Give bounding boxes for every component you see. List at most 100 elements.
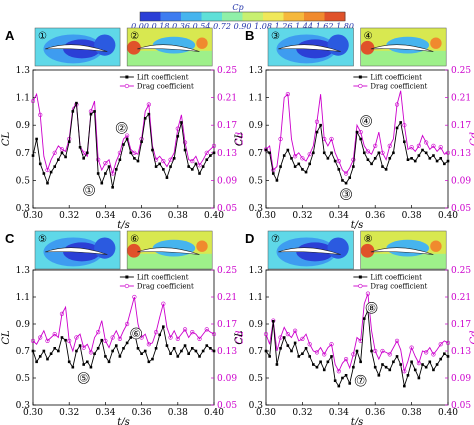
drag-point [45,167,50,173]
colorbar-segment [263,12,284,21]
lift-point [46,357,49,361]
y-right-tick-label: 0.13 [217,347,237,357]
y-left-axis-label: CL [234,131,245,146]
lift-point [446,355,450,358]
annotation-label: ⑦ [356,376,365,387]
x-tick-label: 0.30 [256,408,276,418]
colorbar-tick: 1.80 [336,22,354,31]
lift-point [212,151,216,155]
drag-point [373,348,378,354]
snapshot-number: ① [38,31,47,42]
plot-area [265,69,449,209]
snapshot-frame [126,230,213,270]
snapshot-number: ② [130,31,139,42]
lift-point [78,344,82,347]
drag-point [300,336,305,341]
lift-point [362,317,366,320]
colorbar-tick: 1.44 [295,22,313,31]
lift-point [82,157,85,160]
lift-point [410,157,413,160]
lift-point [362,151,366,155]
colorbar-tick: 0.36 [172,22,190,31]
drag-point [394,102,400,107]
lift-point [395,355,399,358]
lift-point [348,382,352,385]
drag-point [300,156,305,161]
lift-point [49,352,53,355]
drag-point [161,158,166,164]
lift-point [201,349,205,353]
lift-point [107,165,111,168]
x-axis-label: t/s [117,220,130,231]
y-left-tick-label: 1.3 [249,66,264,76]
x-tick-label: 0.32 [292,211,312,221]
colorbar-tick: 1.62 [316,22,334,31]
drag-point [322,352,327,357]
lift-point [301,352,304,355]
drag-point [59,147,65,152]
annotation-label: ① [85,186,94,197]
lift-point [330,355,333,358]
y-right-tick-label: 0.21 [451,293,471,303]
lift-point [446,159,450,163]
lift-point [147,112,151,116]
drag-point [38,335,43,340]
airfoil-shape [370,44,434,52]
lift-point [125,341,129,345]
lift-point [31,154,35,157]
drag-point [329,342,334,347]
lift-point [388,368,392,372]
lift-point [133,157,136,160]
lift-point [89,112,93,116]
drag-point [409,345,414,350]
pressure-region [360,50,447,66]
lift-point [118,158,122,161]
colorbar-segment [242,12,264,21]
lift-point [67,360,71,364]
y-left-tick-label: 1.1 [249,94,263,104]
lift-point [180,121,183,124]
lift-point [443,162,446,166]
annotation-label: ③ [342,190,351,201]
lift-point [282,336,286,339]
colorbar-segment [324,12,346,21]
lift-point [308,162,311,166]
legend-drag-marker [124,283,129,289]
lift-point [279,347,282,350]
drag-point [314,350,320,355]
x-axis-label: t/s [351,417,364,425]
lift-point [86,151,89,155]
y-right-tick-label: 0.05 [217,401,237,411]
y-right-tick-label: 0.21 [217,293,237,303]
lift-point [140,140,143,144]
lift-point [439,357,443,361]
lift-point [417,376,421,380]
lift-point [89,365,93,369]
x-tick-label: 0.32 [292,408,312,418]
drag-point [380,150,385,155]
colorbar-tick: 0.72 [213,22,231,31]
y-right-tick-label: 0.21 [451,94,471,104]
lift-point [100,338,104,342]
legend-drag-label: Drag coefficient [137,283,194,291]
lift-point [172,157,176,160]
drag-point [30,338,36,343]
legend-lift-marker [125,275,129,279]
lift-point [53,347,57,350]
x-tick-label: 0.34 [329,211,349,221]
panels: A ① ② 0.30 0.32 0.34 0.36 0.38 0.40 0.3 0.5 0.7 0.9 1… [1,27,474,425]
colorbar-segment [304,12,325,21]
lift-point [439,157,443,160]
x-tick-label: 0.34 [95,408,115,418]
lift-point [413,159,417,163]
lift-point [209,347,212,350]
y-left-tick-label: 0.3 [249,204,264,214]
y-right-tick-label: 0.17 [217,320,237,330]
chart-panel-B: B ③ ④ 0.30 0.32 0.34 0.36 0.38 0.40 0.3 0.5 0.7 0.9 1… [234,27,474,231]
lift-point [38,162,42,166]
y-right-tick-label: 0.25 [217,66,237,76]
vortex-core [327,34,349,56]
lift-point [169,165,172,168]
lift-point [428,360,432,364]
lift-point [176,134,180,138]
